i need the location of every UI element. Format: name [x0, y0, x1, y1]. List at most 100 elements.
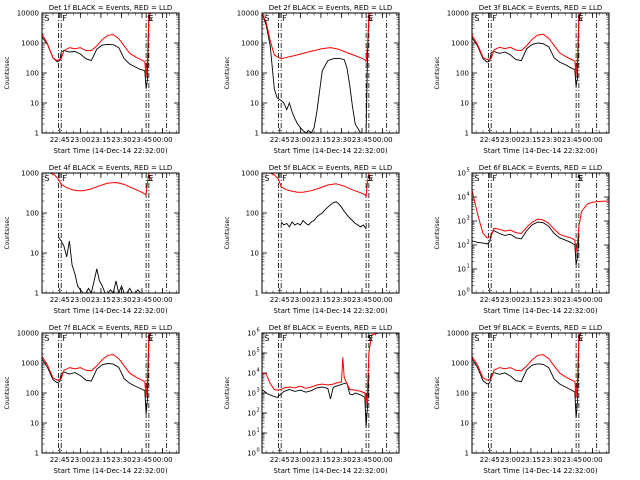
- x-tick-label: 23:45: [562, 456, 582, 464]
- marker-label: S: [367, 334, 372, 343]
- y-tick-label: 1000: [451, 360, 469, 368]
- y-axis-label: Counts/sec: [4, 56, 11, 89]
- x-tick-label: 23:45: [132, 456, 152, 464]
- x-tick-label: 23:00: [290, 456, 310, 464]
- plot-det-4f: Det 4f BLACK = Events, RED = LLD Counts/s…: [4, 164, 180, 315]
- marker-label: E: [368, 14, 373, 23]
- marker-label: S: [264, 334, 269, 343]
- plot-title: Det 3f BLACK = Events, RED = LLD: [479, 4, 602, 12]
- x-tick-label: 23:45: [352, 136, 372, 144]
- x-tick-label: 00:00: [372, 136, 392, 144]
- y-tick-label: 10: [30, 420, 39, 428]
- x-axis-label: Start Time (14-Dec-14 22:32:00): [273, 307, 387, 315]
- x-tick-label: 23:30: [331, 456, 351, 464]
- y-tick-label: 100: [456, 390, 469, 398]
- series-lld-line: [42, 173, 179, 197]
- y-axis-label: Counts/sec: [434, 216, 441, 249]
- plot-det-5f: Det 5f BLACK = Events, RED = LLD Counts/s…: [224, 164, 400, 315]
- x-axis-label: Start Time (14-Dec-14 22:32:00): [53, 467, 167, 475]
- marker-label: S: [264, 174, 269, 183]
- series-events-line: [58, 236, 147, 293]
- marker-label: E: [578, 334, 583, 343]
- plot-title: Det 7f BLACK = Events, RED = LLD: [49, 324, 172, 332]
- x-tick-label: 23:45: [352, 296, 372, 304]
- x-axis-label: Start Time (14-Dec-14 22:32:00): [483, 467, 597, 475]
- x-tick-label: 23:30: [331, 296, 351, 304]
- x-tick-label: 23:15: [521, 136, 541, 144]
- plot-frame: [41, 172, 180, 294]
- y-tick-exponent: 4: [467, 192, 470, 198]
- y-tick-label: 10: [247, 330, 256, 338]
- marker-label: S: [577, 14, 582, 23]
- marker-label: E: [368, 334, 373, 343]
- x-tick-label: 23:00: [500, 296, 520, 304]
- marker-label: S: [577, 174, 582, 183]
- marker-label: S: [474, 174, 479, 183]
- series-lld-line: [262, 173, 399, 198]
- x-tick-label: 22:45: [50, 296, 70, 304]
- y-tick-label: 1: [255, 130, 259, 138]
- x-tick-label: 23:45: [132, 136, 152, 144]
- y-tick-label: 10: [247, 390, 256, 398]
- y-tick-label: 10000: [237, 10, 259, 18]
- x-tick-label: 00:00: [582, 136, 602, 144]
- plot-title: Det 8f BLACK = Events, RED = LLD: [269, 324, 392, 332]
- marker-label: S: [474, 334, 479, 343]
- x-tick-label: 23:15: [91, 136, 111, 144]
- plot-det-2f: Det 2f BLACK = Events, RED = LLD Counts/s…: [224, 4, 400, 155]
- plot-title: Det 4f BLACK = Events, RED = LLD: [49, 164, 172, 172]
- series-events-line: [42, 333, 179, 415]
- y-tick-label: 10: [30, 250, 39, 258]
- x-tick-label: 22:45: [270, 136, 290, 144]
- x-tick-label: 23:30: [111, 296, 131, 304]
- series-lld-line: [262, 13, 399, 64]
- x-tick-label: 22:45: [480, 296, 500, 304]
- y-tick-label: 10: [247, 410, 256, 418]
- marker-label: F: [492, 174, 497, 183]
- y-tick-label: 100: [456, 70, 469, 78]
- y-tick-label: 1: [35, 130, 39, 138]
- x-tick-label: 00:00: [372, 456, 392, 464]
- y-tick-label: 100: [26, 210, 39, 218]
- series-events-line: [472, 221, 580, 265]
- marker-label: E: [148, 174, 153, 183]
- y-tick-exponent: 1: [257, 428, 260, 434]
- x-tick-label: 23:45: [352, 456, 372, 464]
- y-tick-exponent: 0: [257, 448, 260, 454]
- x-tick-label: 00:00: [152, 296, 172, 304]
- y-tick-exponent: 2: [467, 240, 470, 246]
- x-tick-label: 00:00: [372, 296, 392, 304]
- marker-label: S: [474, 14, 479, 23]
- y-tick-label: 1: [35, 290, 39, 298]
- y-tick-label: 1000: [21, 170, 39, 178]
- x-tick-label: 23:15: [311, 456, 331, 464]
- y-tick-label: 10: [460, 420, 469, 428]
- y-axis-label: Counts/sec: [434, 56, 441, 89]
- plot-title: Det 5f BLACK = Events, RED = LLD: [269, 164, 392, 172]
- marker-label: S: [577, 334, 582, 343]
- y-tick-label: 1000: [21, 40, 39, 48]
- marker-label: F: [492, 334, 497, 343]
- marker-label: S: [147, 14, 152, 23]
- x-axis-label: Start Time (14-Dec-14 22:32:00): [273, 147, 387, 155]
- y-tick-exponent: 5: [467, 168, 470, 174]
- y-tick-label: 10: [250, 250, 259, 258]
- marker-label: E: [368, 174, 373, 183]
- y-axis-label: Counts/sec: [224, 376, 231, 409]
- plot-title: Det 2f BLACK = Events, RED = LLD: [269, 4, 392, 12]
- marker-label: E: [578, 14, 583, 23]
- y-axis-label: Counts/sec: [224, 216, 231, 249]
- marker-label: F: [62, 14, 67, 23]
- x-tick-label: 23:15: [91, 456, 111, 464]
- marker-label: F: [492, 14, 497, 23]
- plot-det-8f: Det 8f BLACK = Events, RED = LLD Counts/s…: [224, 324, 400, 475]
- x-tick-label: 23:15: [521, 456, 541, 464]
- marker-label: E: [578, 174, 583, 183]
- y-tick-label: 1: [35, 450, 39, 458]
- y-tick-label: 10: [457, 242, 466, 250]
- x-axis-label: Start Time (14-Dec-14 22:32:00): [483, 147, 597, 155]
- y-tick-label: 1000: [21, 360, 39, 368]
- y-tick-label: 100: [26, 390, 39, 398]
- x-tick-label: 23:30: [541, 296, 561, 304]
- plot-frame: [261, 12, 400, 134]
